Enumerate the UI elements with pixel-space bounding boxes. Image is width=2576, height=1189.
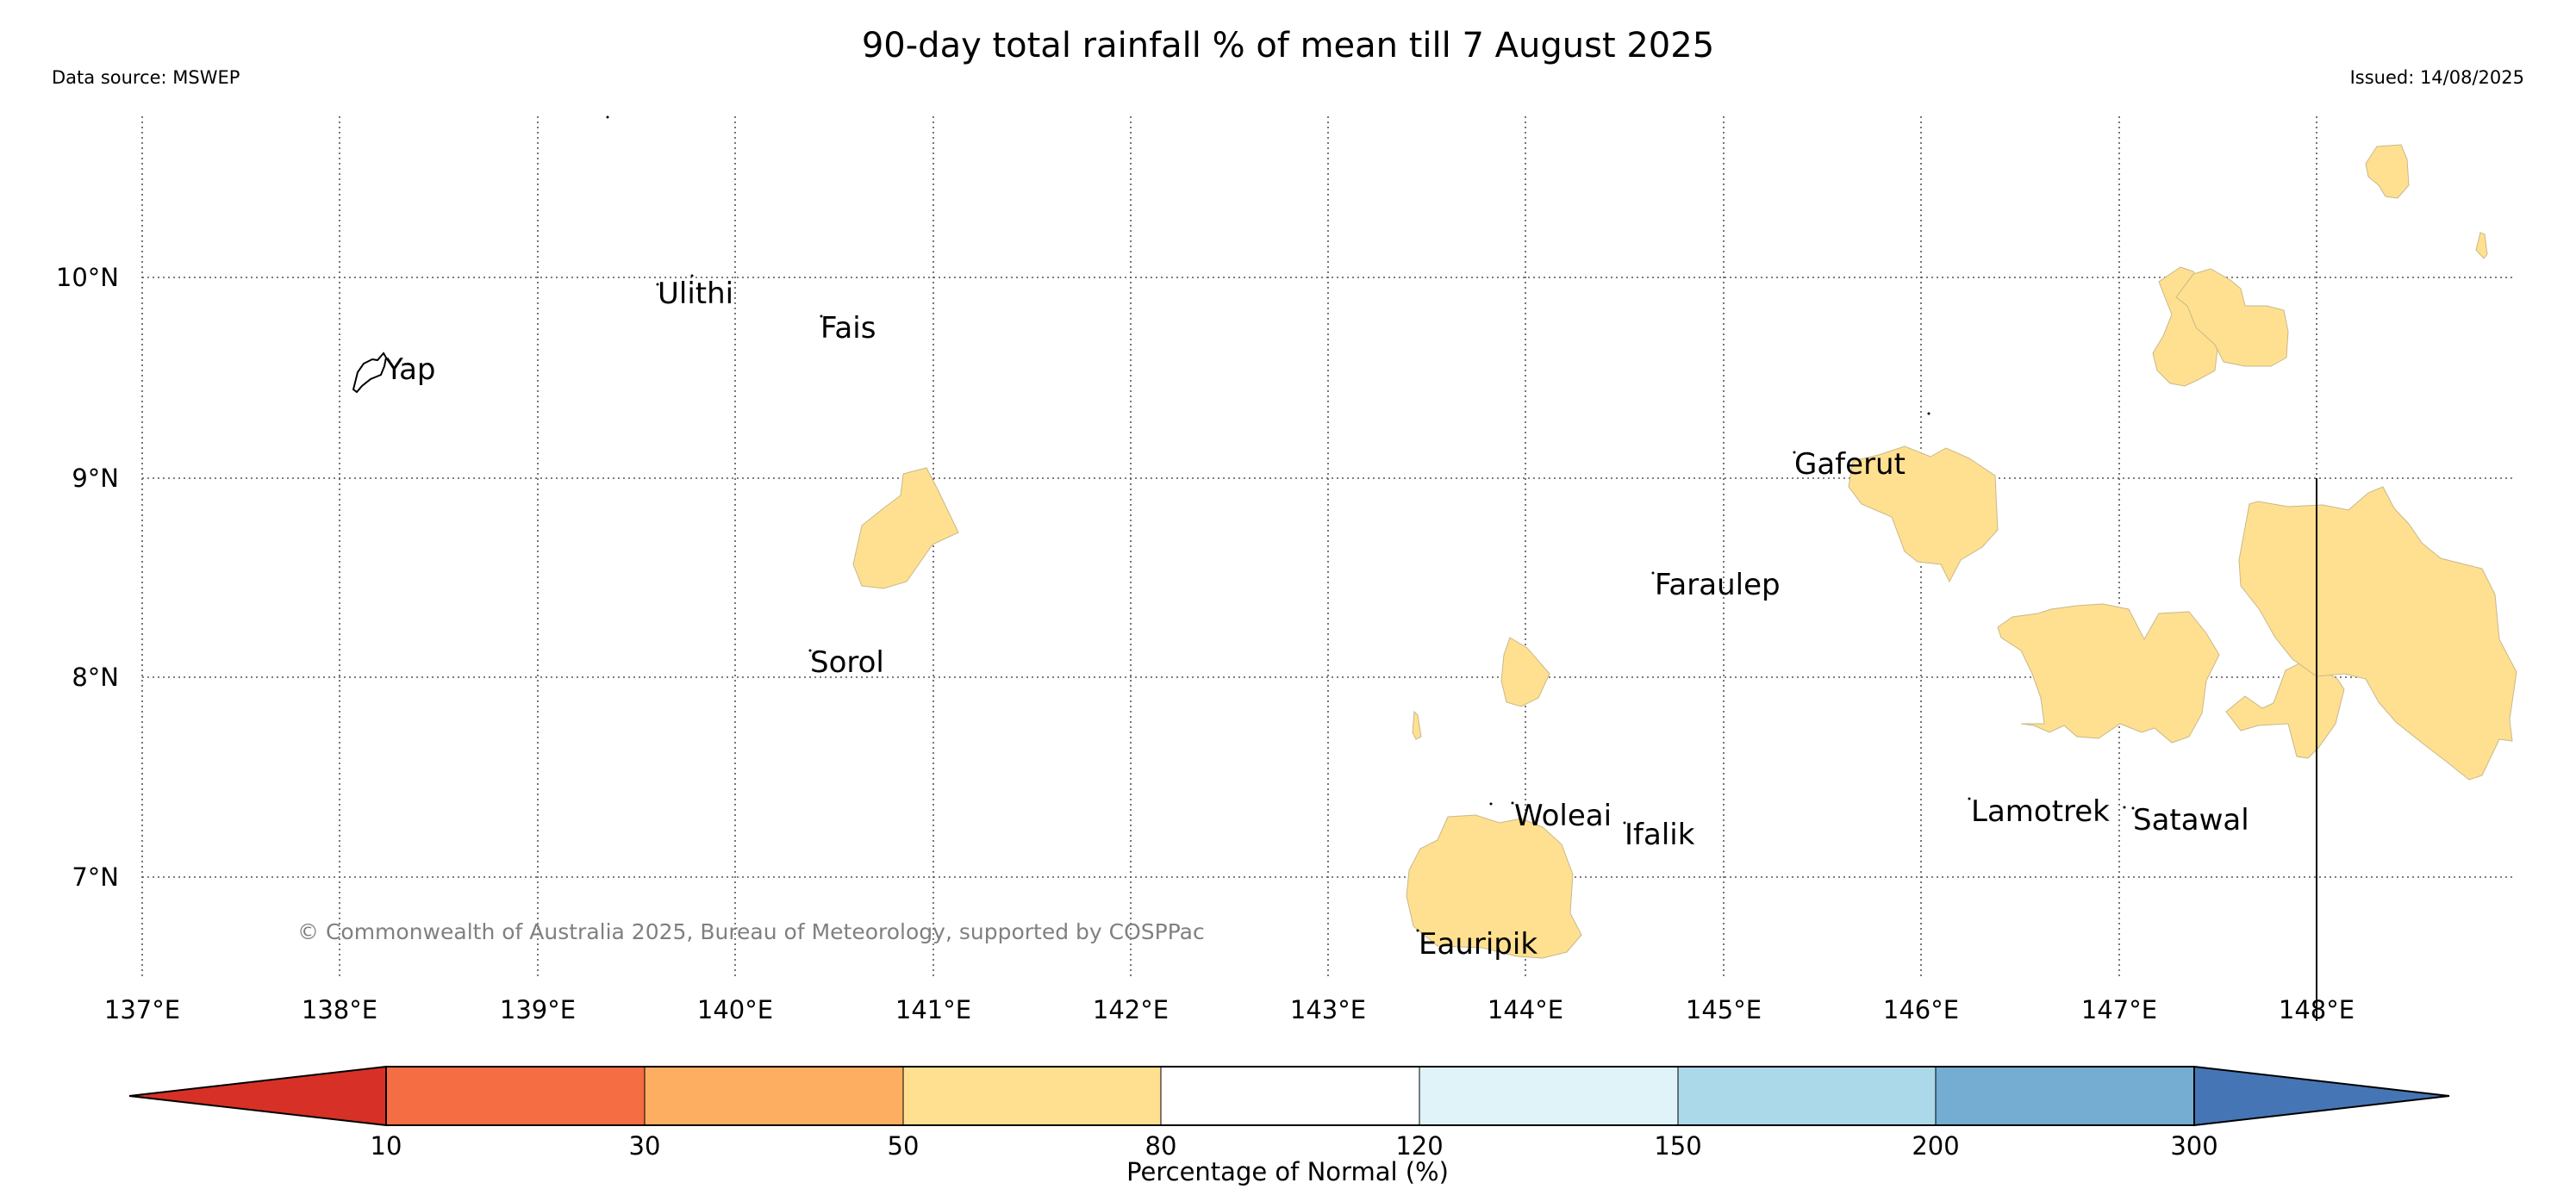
place-label-woleai: Woleai	[1514, 799, 1612, 833]
rainfall-areas	[852, 144, 2517, 959]
place-label-fais: Fais	[820, 311, 876, 345]
place-label-faraulep: Faraulep	[1655, 568, 1781, 602]
colorbar-segment-10-30	[385, 1066, 646, 1126]
lon-label-137e: 137°E	[104, 995, 180, 1024]
place-label-yap: Yap	[384, 352, 436, 387]
place-label-ifalik: Ifalik	[1625, 818, 1695, 852]
lon-label-143e: 143°E	[1290, 995, 1366, 1024]
rain-area-east-large	[2238, 486, 2517, 781]
place-label-gaferut: Gaferut	[1794, 447, 1905, 482]
lon-label-141e: 141°E	[895, 995, 971, 1024]
colorbar-segment-below-10	[128, 1065, 387, 1127]
colorbar-segment-above-300	[2193, 1065, 2450, 1127]
copyright-notice: © Commonwealth of Australia 2025, Bureau…	[297, 919, 1205, 944]
colorbar-segment-50-80	[902, 1066, 1162, 1126]
lat-label-10n: 10°N	[56, 263, 119, 292]
rain-area-small-2	[1412, 710, 1422, 740]
colorbar-label: Percentage of Normal (%)	[1126, 1157, 1449, 1186]
colorbar-tick-120: 120	[1395, 1131, 1443, 1161]
colorbar-segment-120-150	[1419, 1066, 1679, 1126]
rain-area-lamotrek	[1997, 603, 2220, 744]
colorbar-tick-10: 10	[371, 1131, 402, 1161]
lat-label-8n: 8°N	[72, 663, 119, 692]
colorbar-tick-30: 30	[629, 1131, 661, 1161]
place-label-satawal: Satawal	[2133, 803, 2249, 837]
colorbar-segment-200-300	[1935, 1066, 2195, 1126]
rain-area-north-2	[2175, 268, 2289, 367]
colorbar-segment-150-200	[1677, 1066, 1937, 1126]
lon-label-138e: 138°E	[302, 995, 377, 1024]
place-label-lamotrek: Lamotrek	[1971, 794, 2110, 829]
map-title: 90-day total rainfall % of mean till 7 A…	[861, 26, 1715, 65]
colorbar-tick-80: 80	[1145, 1131, 1177, 1161]
colorbar-tick-150: 150	[1654, 1131, 1701, 1161]
lon-label-144e: 144°E	[1488, 995, 1563, 1024]
lon-label-146e: 146°E	[1883, 995, 1959, 1024]
rain-area-east-small	[2225, 663, 2345, 759]
yap-island-outline	[352, 352, 388, 394]
lon-label-140e: 140°E	[697, 995, 773, 1024]
rain-area-sorol	[852, 467, 959, 589]
lat-label-7n: 7°N	[72, 862, 119, 892]
lon-label-147e: 147°E	[2081, 995, 2157, 1024]
colorbar	[128, 1065, 2450, 1127]
issued-date-label: Issued: 14/08/2025	[2349, 67, 2524, 88]
rain-area-small-1	[1500, 637, 1550, 707]
lon-label-142e: 142°E	[1093, 995, 1169, 1024]
rain-area-gaferut	[1848, 445, 1999, 583]
lon-label-145e: 145°E	[1686, 995, 1762, 1024]
place-label-eauripik: Eauripik	[1419, 927, 1537, 962]
island-dots	[606, 115, 2135, 932]
colorbar-tick-200: 200	[1912, 1131, 1959, 1161]
gridlines	[141, 116, 2512, 978]
lon-label-148e: 148°E	[2279, 995, 2355, 1024]
lon-label-139e: 139°E	[500, 995, 576, 1024]
rain-area-north-3	[2365, 144, 2410, 199]
colorbar-tick-50: 50	[888, 1131, 920, 1161]
colorbar-segment-80-120	[1160, 1066, 1420, 1126]
data-source-label: Data source: MSWEP	[52, 67, 240, 88]
rain-area-north-4	[2475, 232, 2488, 259]
place-label-ulithi: Ulithi	[658, 277, 733, 311]
place-label-sorol: Sorol	[810, 645, 884, 680]
colorbar-tick-300: 300	[2170, 1131, 2217, 1161]
lat-label-9n: 9°N	[72, 464, 119, 493]
colorbar-segment-30-50	[644, 1066, 904, 1126]
rain-area-eauripik	[1406, 814, 1582, 959]
